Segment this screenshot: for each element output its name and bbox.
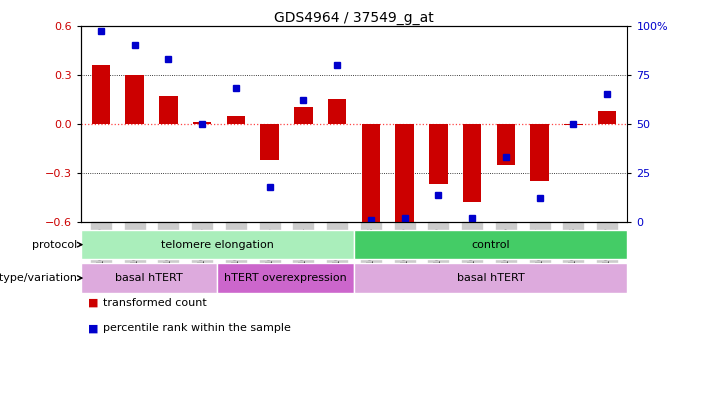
Bar (159, 96, 177, 124)
Bar (217, 263, 354, 293)
Text: genotype/variation: genotype/variation (0, 273, 77, 283)
Bar (429, 124, 448, 184)
Bar (226, 116, 245, 124)
Text: basal hTERT: basal hTERT (457, 273, 524, 283)
Title: GDS4964 / 37549_g_at: GDS4964 / 37549_g_at (274, 11, 434, 24)
Bar (354, 230, 627, 259)
Bar (395, 124, 414, 222)
Bar (92, 65, 110, 124)
Bar (193, 122, 212, 124)
Text: control: control (471, 240, 510, 250)
Bar (463, 124, 482, 202)
Text: hTERT overexpression: hTERT overexpression (224, 273, 347, 283)
Text: transformed count: transformed count (103, 298, 207, 308)
Bar (260, 124, 279, 160)
Bar (81, 263, 217, 293)
Bar (125, 75, 144, 124)
Bar (328, 99, 346, 124)
Bar (354, 263, 627, 293)
Bar (294, 107, 313, 124)
Text: ■: ■ (88, 298, 98, 308)
Bar (598, 111, 616, 124)
Bar (564, 124, 583, 125)
Text: percentile rank within the sample: percentile rank within the sample (103, 323, 291, 333)
Bar (362, 124, 380, 222)
Text: basal hTERT: basal hTERT (115, 273, 183, 283)
Text: protocol: protocol (32, 240, 77, 250)
Bar (531, 124, 549, 181)
Text: telomere elongation: telomere elongation (161, 240, 274, 250)
Bar (81, 230, 354, 259)
Bar (496, 124, 515, 165)
Text: ■: ■ (88, 323, 98, 333)
